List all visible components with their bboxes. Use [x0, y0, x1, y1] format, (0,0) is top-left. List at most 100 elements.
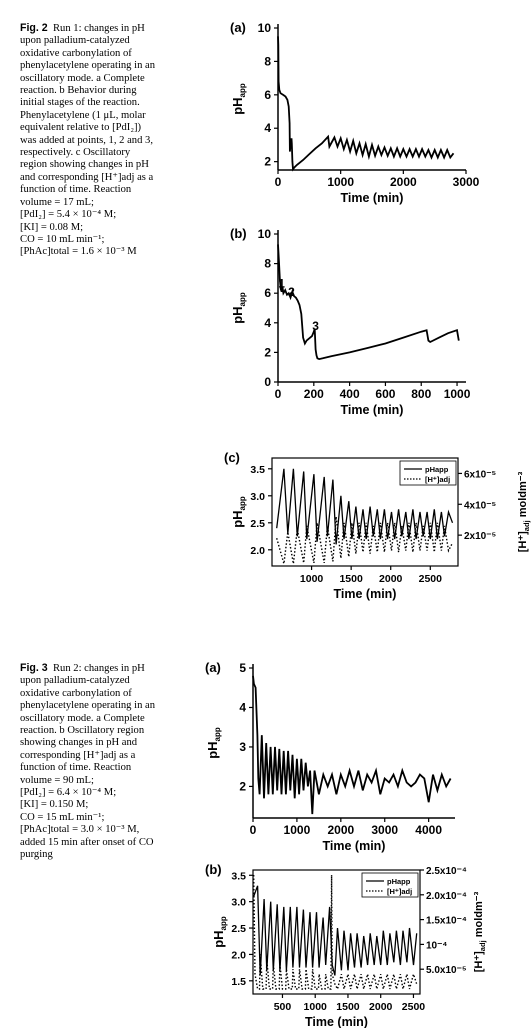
fig3-caption-line: phenylacetylene operating in an — [20, 700, 156, 712]
x-tick-label: 0 — [250, 823, 257, 837]
fig3-caption-line: [PhAc]total = 3.0 × 10⁻³ M, — [20, 824, 140, 836]
fig3-caption-line: oxidative carbonylation of — [20, 687, 132, 699]
y2-axis-label: [H⁺]adj moldm⁻³ — [517, 471, 531, 552]
fig2-caption-line: oxidative carbonylation of — [20, 47, 132, 59]
fig2-caption-line: equivalent relative to [PdI₂]) — [20, 122, 142, 134]
x-tick-label: 800 — [411, 387, 431, 401]
x-tick-label: 0 — [275, 387, 282, 401]
point-annotation: 3 — [312, 319, 319, 333]
x-axis-label: Time (min) — [305, 1015, 368, 1028]
panel-label: (b) — [230, 226, 247, 241]
x-tick-label: 4000 — [415, 823, 442, 837]
x-tick-label: 3000 — [453, 175, 480, 189]
x-tick-label: 600 — [375, 387, 395, 401]
chart-panel-2b: 0 200 400 600 800 1000 0 2 4 6 8 10 (b) Time (min) pHa… — [230, 226, 471, 417]
x-tick-label: 200 — [304, 387, 324, 401]
y-tick-label: 8 — [264, 257, 271, 271]
x-tick-label: 2000 — [369, 1001, 393, 1013]
y-axis-label: pHapp — [230, 496, 247, 528]
y-tick-label: 3.5 — [250, 464, 265, 476]
y2-tick-label: 2x10⁻⁵ — [464, 531, 497, 542]
y2-axis-label: [H⁺]adj moldm⁻³ — [473, 891, 487, 972]
point-annotation: 2 — [288, 285, 295, 299]
fig2-label: Fig. 2 — [20, 22, 48, 34]
x-tick-label: 1500 — [336, 1001, 360, 1013]
series-line-ph-app — [253, 885, 418, 976]
y2-tick-label: 10⁻⁴ — [426, 940, 447, 951]
fig2-caption-line: function of time. Reaction — [20, 184, 132, 196]
y-tick-label: 5 — [239, 661, 246, 675]
y2-tick-label: 2.5x10⁻⁴ — [426, 866, 467, 877]
plot-frame — [271, 457, 459, 567]
x-tick-label: 400 — [340, 387, 360, 401]
y-tick-label: 3.0 — [250, 491, 265, 503]
y-tick-label: 3 — [239, 740, 246, 754]
y2-tick-label: 6x10⁻⁵ — [464, 469, 497, 480]
series-line-h-adj — [253, 874, 418, 991]
y-tick-label: 4 — [264, 121, 271, 135]
fig2-caption-line: Run 1: changes in pH — [52, 23, 145, 34]
series-line-h-adj — [276, 516, 454, 564]
fig2-caption-line: CO = 10 mL min⁻¹; — [20, 233, 105, 245]
fig3-caption-line: purging — [20, 849, 53, 861]
y-tick-label: 2 — [264, 155, 271, 169]
x-tick-label: 1500 — [339, 573, 363, 585]
fig2-caption-line: was added at points, 1, 2 and 3, — [20, 134, 153, 146]
fig3-caption: Fig. 3 Run 2: changes in pH upon palladi… — [20, 662, 180, 862]
x-tick-label: 1000 — [327, 175, 354, 189]
x-tick-label: 1000 — [304, 1001, 328, 1013]
fig2-caption-line: [PhAc]total = 1.6 × 10⁻³ M — [20, 246, 137, 258]
plot-frame — [252, 869, 421, 995]
y-tick-label: 4 — [264, 316, 271, 330]
legend-entry: [H⁺]adj — [425, 475, 450, 484]
fig3-caption-line: upon palladium-catalyzed — [20, 675, 130, 687]
x-tick-label: 2000 — [390, 175, 417, 189]
fig3-caption-line: [KI] = 0.150 M; — [20, 799, 89, 811]
legend-entry: pHapp — [425, 465, 449, 474]
legend-entry: pHapp — [387, 877, 411, 886]
y-tick-label: 3.5 — [231, 870, 246, 882]
fig2-caption-line: reaction. b Behavior during — [20, 85, 137, 97]
y2-tick-label: 2.0x10⁻⁴ — [426, 891, 467, 902]
y-tick-label: 0 — [264, 375, 271, 389]
panel-label: (a) — [230, 20, 246, 35]
y-tick-label: 3.0 — [231, 897, 246, 909]
fig3-caption-line: added 15 min after onset of CO — [20, 836, 154, 848]
panel-label: (c) — [224, 450, 240, 465]
legend-box — [399, 460, 457, 486]
series-line-ph-app — [276, 468, 454, 545]
x-axis-label: Time (min) — [341, 191, 404, 205]
fig2-caption-line: upon palladium-catalyzed — [20, 35, 130, 47]
y-tick-label: 6 — [264, 88, 271, 102]
y-tick-label: 10 — [258, 21, 272, 35]
y-tick-label: 2.0 — [250, 545, 265, 557]
y-axis-label: pHapp — [205, 727, 222, 759]
y-tick-label: 6 — [264, 286, 271, 300]
x-tick-label: 2500 — [402, 1001, 426, 1013]
x-tick-label: 2000 — [327, 823, 354, 837]
y-tick-label: 1.5 — [231, 976, 246, 988]
y-axis-label: pHapp — [230, 83, 247, 115]
series-line-ph-app — [277, 244, 460, 361]
y2-tick-label: 1.5x10⁻⁴ — [426, 916, 467, 927]
x-tick-label: 1000 — [444, 387, 471, 401]
y-tick-label: 2 — [239, 779, 246, 793]
fig3-caption-line: CO = 15 mL min⁻¹; — [20, 811, 105, 823]
x-tick-label: 0 — [275, 175, 282, 189]
fig2-caption-line: volume = 17 mL; — [20, 196, 94, 208]
y-tick-label: 2.5 — [250, 518, 265, 530]
fig2-caption-line: and corresponding [H⁺]adj as a — [20, 171, 154, 183]
x-tick-label: 1000 — [300, 573, 324, 585]
series-line-ph-app — [252, 675, 452, 815]
y-tick-label: 2.0 — [231, 949, 246, 961]
fig2-caption-line: [PdI₂] = 5.4 × 10⁻⁴ M; — [20, 209, 117, 221]
x-axis-label: Time (min) — [341, 403, 404, 417]
x-axis-label: Time (min) — [334, 587, 397, 601]
y2-tick-label: 4x10⁻⁵ — [464, 500, 497, 511]
x-tick-label: 2500 — [419, 573, 443, 585]
fig2-caption-line: phenylacetylene operating in an — [20, 60, 156, 72]
y-tick-label: 4 — [239, 700, 246, 714]
fig3-caption-line: oscillatory mode. a Complete — [20, 712, 145, 724]
fig3-caption-line: [PdI₂] = 6.4 × 10⁻⁴ M; — [20, 787, 117, 799]
y-axis-label: pHapp — [230, 292, 247, 324]
